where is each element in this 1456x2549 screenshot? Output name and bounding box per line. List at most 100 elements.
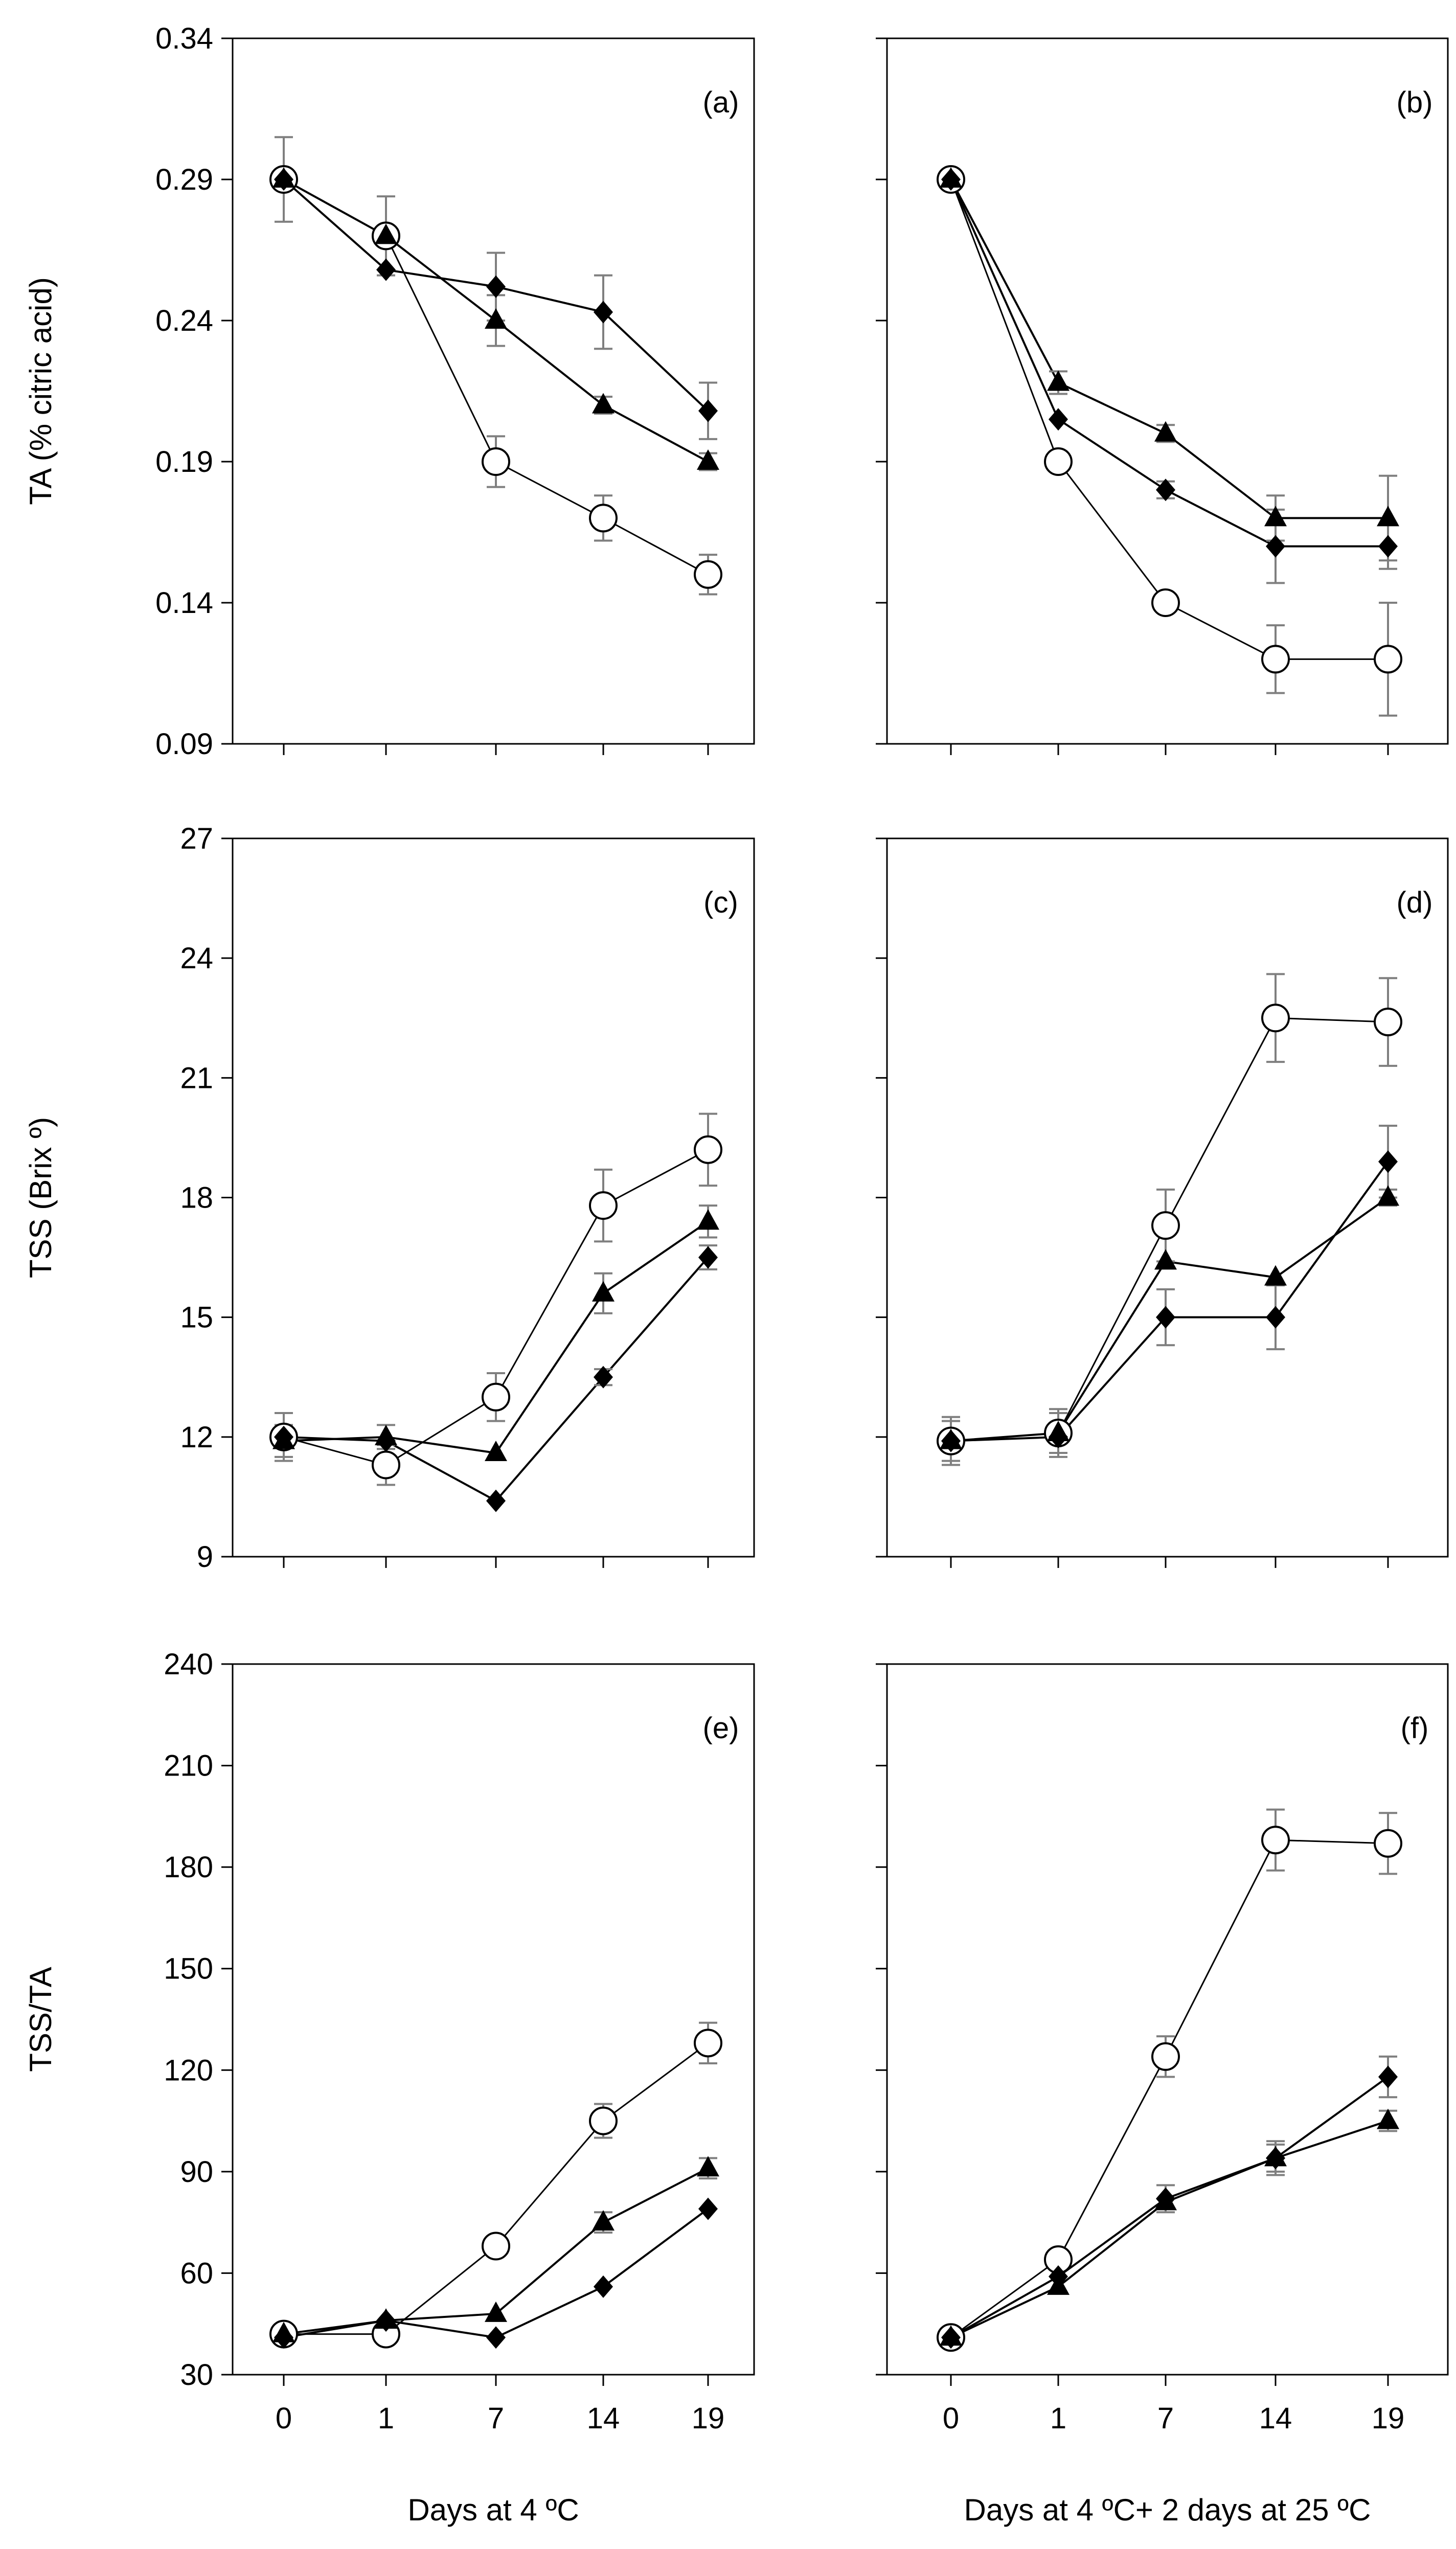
series-line-circle — [950, 179, 1388, 660]
y-axis-title: TSS (Brix º) — [24, 1117, 58, 1278]
y-tick-label: 30 — [180, 2358, 213, 2392]
data-point-diamond — [1378, 535, 1398, 558]
x-tick-label: 14 — [1259, 2402, 1292, 2435]
panel-label: (c) — [703, 886, 738, 919]
data-point-diamond — [698, 399, 718, 422]
y-tick-label: 60 — [180, 2257, 213, 2290]
data-point-circle — [1151, 1211, 1180, 1240]
x-tick-label: 19 — [692, 2402, 725, 2435]
plot-frame — [232, 37, 755, 745]
data-point-circle — [694, 2029, 722, 2058]
y-tick-label: 210 — [164, 1749, 213, 1783]
data-point-circle — [1261, 1826, 1290, 1855]
panel-d: (d) — [876, 837, 1449, 1568]
data-point-triangle — [697, 1209, 719, 1230]
data-point-circle — [372, 1450, 400, 1480]
data-point-triangle — [485, 1441, 507, 1462]
x-tick-label: 1 — [378, 2402, 394, 2435]
data-point-triangle — [592, 393, 615, 414]
y-tick-label: 0.19 — [155, 445, 213, 479]
panel-e: 30 60 90 120 150 180 210 240 0 1 7 14 19 (e) TSS/TA Day… — [24, 1648, 755, 2527]
data-point-triangle — [1154, 1249, 1177, 1270]
data-point-triangle — [1154, 421, 1177, 442]
data-point-diamond — [274, 168, 293, 191]
data-point-circle — [1151, 588, 1180, 617]
series-line-triangle — [950, 2120, 1389, 2338]
data-point-diamond — [1266, 1306, 1285, 1329]
data-point-circle — [589, 1191, 618, 1220]
data-point-diamond — [376, 1429, 396, 1452]
data-point-circle — [694, 560, 722, 589]
data-point-diamond — [941, 1429, 961, 1452]
x-tick-label: 14 — [587, 2402, 620, 2435]
plot-frame — [886, 837, 1449, 1558]
data-point-triangle — [697, 2156, 719, 2177]
y-tick-label: 9 — [197, 1540, 213, 1574]
x-axis-title: Days at 4 ºC+ 2 days at 25 ºC — [964, 2493, 1371, 2527]
data-point-circle — [694, 1135, 722, 1164]
y-tick-label: 15 — [180, 1301, 213, 1334]
y-axis-title: TSS/TA — [24, 1967, 58, 2072]
y-tick-label: 120 — [164, 2054, 213, 2087]
data-point-triangle — [485, 2301, 507, 2322]
data-point-diamond — [1266, 535, 1285, 558]
data-point-diamond — [698, 2197, 718, 2220]
x-axis-title: Days at 4 ºC — [407, 2493, 579, 2527]
plot-frame — [886, 1663, 1449, 2376]
data-point-diamond — [1049, 1425, 1068, 1448]
data-point-diamond — [1049, 2265, 1068, 2288]
x-tick-label: 1 — [1050, 2402, 1066, 2435]
data-point-circle — [1374, 1829, 1402, 1858]
panel-label: (b) — [1397, 86, 1433, 119]
data-point-triangle — [375, 223, 397, 244]
data-point-diamond — [486, 2326, 506, 2349]
data-point-triangle — [485, 308, 507, 329]
data-point-circle — [589, 504, 618, 533]
series-line-triangle — [950, 179, 1388, 519]
data-point-triangle — [1377, 1185, 1399, 1206]
y-axis-title: TA (% citric acid) — [24, 277, 58, 505]
data-point-triangle — [1264, 1265, 1287, 1286]
y-tick-label: 24 — [180, 942, 213, 975]
y-tick-label: 0.24 — [155, 304, 213, 337]
y-tick-label: 240 — [164, 1648, 213, 1681]
data-point-triangle — [592, 1281, 615, 1302]
data-point-diamond — [376, 258, 396, 281]
data-point-triangle — [1377, 506, 1399, 527]
series-line-diamond — [950, 1161, 1389, 1442]
data-point-diamond — [698, 1246, 718, 1269]
panel-label: (e) — [703, 1712, 739, 1745]
panel-b: (b) — [876, 37, 1449, 755]
data-point-triangle — [1047, 370, 1070, 391]
data-point-diamond — [1378, 2065, 1398, 2088]
y-tick-label: 90 — [180, 2155, 213, 2189]
data-point-diamond — [941, 168, 961, 191]
data-point-diamond — [594, 2275, 613, 2298]
data-point-diamond — [594, 301, 613, 324]
data-point-circle — [1374, 645, 1402, 674]
panel-f: 0 1 7 14 19 (f) Days at 4 ºC+ 2 days at 25 ºC — [876, 1663, 1449, 2527]
data-point-triangle — [1264, 506, 1287, 527]
data-point-triangle — [592, 2210, 615, 2231]
x-tick-label: 0 — [943, 2402, 959, 2435]
data-point-diamond — [1049, 408, 1068, 431]
y-tick-label: 0.29 — [155, 163, 213, 196]
data-point-triangle — [1377, 2108, 1399, 2129]
data-point-circle — [482, 447, 510, 476]
plot-frame — [886, 37, 1449, 745]
data-point-diamond — [274, 1425, 293, 1448]
x-tick-label: 19 — [1372, 2402, 1405, 2435]
y-tick-label: 27 — [180, 822, 213, 855]
y-tick-label: 150 — [164, 1952, 213, 1986]
y-tick-label: 0.09 — [155, 727, 213, 761]
x-tick-label: 0 — [276, 2402, 292, 2435]
plot-frame — [232, 1663, 755, 2376]
panel-a: 0.09 0.14 0.19 0.24 0.29 0.34 (a) TA (% citric … — [24, 22, 755, 761]
data-point-diamond — [486, 1489, 506, 1512]
data-point-diamond — [376, 2309, 396, 2332]
data-point-circle — [589, 2106, 618, 2135]
data-point-diamond — [1156, 2187, 1175, 2210]
series-line-circle — [284, 2042, 709, 2335]
data-point-diamond — [274, 2326, 293, 2349]
